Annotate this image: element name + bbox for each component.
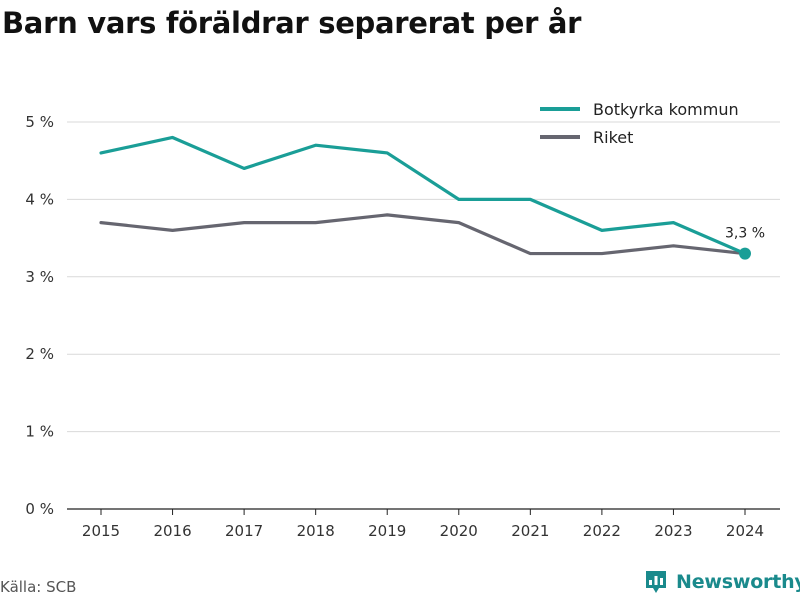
y-tick-label: 1 % (25, 423, 54, 441)
y-tick-label: 2 % (25, 345, 54, 363)
gridlines (67, 121, 780, 433)
legend: Botkyrka kommun Riket (540, 100, 739, 147)
annotations: 3,3 % (725, 226, 765, 260)
data-label: 3,3 % (725, 226, 765, 242)
x-tick-label: 2015 (82, 522, 120, 540)
brand-name: Newsworthy (676, 571, 800, 593)
x-tick-label: 2016 (153, 522, 191, 540)
x-axis: 2015 2016 2017 2018 2019 2020 2021 2022 2023 2024 (67, 508, 780, 540)
x-tick-label: 2024 (726, 522, 764, 540)
series-lines (99, 135, 747, 256)
chart-title: Barn vars föräldrar separerat per år (2, 6, 582, 40)
legend-label: Riket (593, 128, 633, 147)
x-tick-label: 2020 (440, 522, 478, 540)
y-tick-label: 5 % (25, 113, 54, 131)
legend-label: Botkyrka kommun (593, 100, 739, 119)
end-point-marker (739, 247, 751, 260)
y-tick-label: 3 % (25, 268, 54, 286)
x-tick-label: 2021 (511, 522, 549, 540)
x-tick-label: 2019 (368, 522, 406, 540)
series-line-botkyrka-kommun (99, 135, 747, 256)
series-line-riket (99, 213, 747, 256)
x-tick-label: 2023 (654, 522, 692, 540)
brand-logo: Newsworthy (644, 570, 800, 594)
newsworthy-logo-icon (646, 571, 666, 593)
y-axis: 0 % 1 % 2 % 3 % 4 % 5 % (25, 113, 54, 518)
y-tick-label: 0 % (25, 500, 54, 518)
x-tick-label: 2017 (225, 522, 263, 540)
y-tick-label: 4 % (25, 190, 54, 208)
source-note: Källa: SCB (0, 578, 77, 596)
x-tick-label: 2022 (583, 522, 621, 540)
x-tick-label: 2018 (297, 522, 335, 540)
